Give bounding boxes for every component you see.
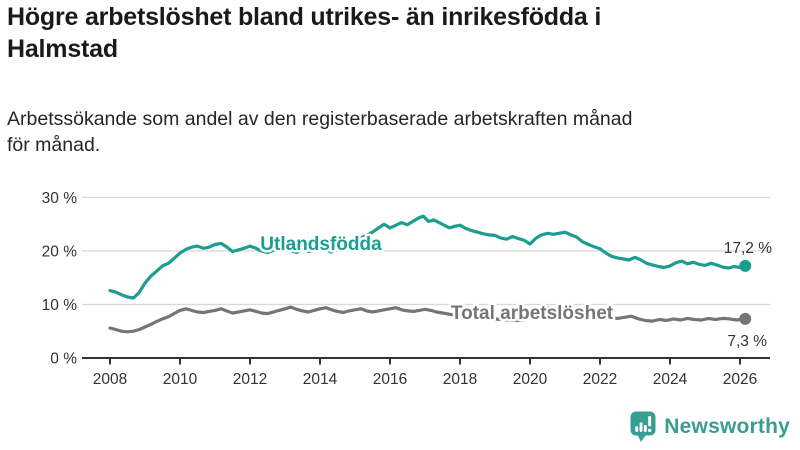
newsworthy-bubble-icon — [630, 411, 656, 442]
series-endpoint-utlandsf-dda — [739, 259, 752, 272]
x-axis-label-2020: 2020 — [513, 371, 548, 388]
subtitle-line-2: för månad. — [7, 133, 101, 156]
y-axis-label-30: 30 % — [42, 190, 78, 207]
page-title: Högre arbetslöshet bland utrikes- än inr… — [7, 2, 767, 65]
x-axis-label-2024: 2024 — [653, 371, 688, 388]
x-axis-label-2018: 2018 — [443, 371, 477, 388]
y-axis-label-10: 10 % — [42, 297, 78, 314]
y-axis-label-20: 20 % — [42, 243, 78, 260]
series-label-utlandsf-dda: Utlandsfödda — [260, 234, 382, 255]
y-axis-label-0: 0 % — [50, 351, 77, 368]
series-line-utlandsf-dda — [108, 214, 747, 300]
title-line-2: Halmstad — [7, 34, 118, 63]
series-end-value-total-arbetsl-shet: 7,3 % — [727, 333, 767, 350]
series-endpoint-total-arbetsl-shet — [739, 312, 752, 325]
newsworthy-logo[interactable]: Newsworthy — [629, 410, 790, 443]
x-axis-label-2016: 2016 — [373, 371, 407, 388]
series-line-total-arbetsl-shet — [108, 305, 747, 334]
title-line-1: Högre arbetslöshet bland utrikes- än inr… — [7, 3, 602, 31]
x-axis-label-2010: 2010 — [163, 371, 198, 388]
newsworthy-logo-text: Newsworthy — [664, 414, 790, 438]
x-axis-label-2022: 2022 — [583, 371, 617, 388]
series-label-total-arbetsl-shet: Total arbetslöshet — [451, 303, 614, 324]
series-end-value-utlandsf-dda: 17,2 % — [724, 240, 772, 257]
subtitle-line-1: Arbetssökande som andel av den registerb… — [7, 108, 633, 130]
x-axis-label-2012: 2012 — [233, 371, 267, 388]
x-axis-label-2026: 2026 — [723, 371, 757, 388]
x-axis-label-2008: 2008 — [93, 371, 127, 388]
chart-subtitle: Arbetssökande som andel av den registerb… — [7, 107, 793, 158]
x-axis-label-2014: 2014 — [303, 371, 338, 388]
